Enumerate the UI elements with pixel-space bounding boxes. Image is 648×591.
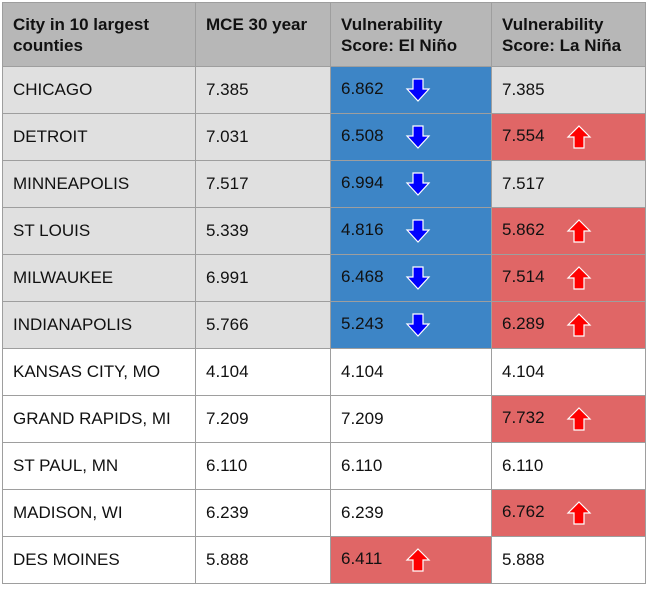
city-cell: DETROIT (2, 113, 196, 161)
el-nino-value: 6.239 (341, 503, 384, 522)
el-nino-value: 6.468 (341, 267, 384, 287)
arrow-down-icon (405, 78, 431, 102)
la-nina-cell: 6.289 (491, 301, 646, 349)
el-nino-cell: 6.994 (330, 160, 492, 208)
la-nina-cell: 4.104 (491, 348, 646, 396)
header-row: City in 10 largest counties MCE 30 year … (2, 2, 646, 67)
la-nina-cell: 7.514 (491, 254, 646, 302)
el-nino-value: 7.209 (341, 409, 384, 428)
la-nina-value: 7.517 (502, 174, 545, 193)
mce-cell: 7.209 (195, 395, 331, 443)
arrow-down-icon (405, 219, 431, 243)
la-nina-cell: 6.762 (491, 489, 646, 537)
el-nino-cell: 6.411 (330, 536, 492, 584)
la-nina-value: 5.888 (502, 550, 545, 569)
la-nina-cell: 7.732 (491, 395, 646, 443)
arrow-down-icon (405, 266, 431, 290)
el-nino-value: 5.243 (341, 314, 384, 334)
table-row: DES MOINES 5.888 6.411 5.888 (2, 536, 646, 584)
el-nino-cell: 4.816 (330, 207, 492, 255)
el-nino-cell: 6.508 (330, 113, 492, 161)
mce-cell: 7.031 (195, 113, 331, 161)
mce-cell: 5.339 (195, 207, 331, 255)
el-nino-value: 6.508 (341, 126, 384, 146)
table-row: KANSAS CITY, MO 4.104 4.104 4.104 (2, 348, 646, 396)
header-la-nina: Vulnerability Score: La Niña (491, 2, 646, 67)
city-cell: MINNEAPOLIS (2, 160, 196, 208)
mce-cell: 5.766 (195, 301, 331, 349)
table-row: ST PAUL, MN 6.110 6.110 6.110 (2, 442, 646, 490)
arrow-up-icon (566, 501, 592, 525)
arrow-up-icon (566, 407, 592, 431)
header-mce: MCE 30 year (195, 2, 331, 67)
table-row: DETROIT 7.031 6.508 7.554 (2, 113, 646, 161)
header-city: City in 10 largest counties (2, 2, 196, 67)
la-nina-value: 5.862 (502, 220, 545, 240)
la-nina-cell: 7.554 (491, 113, 646, 161)
mce-cell: 6.110 (195, 442, 331, 490)
el-nino-cell: 6.110 (330, 442, 492, 490)
el-nino-cell: 6.862 (330, 66, 492, 114)
la-nina-value: 7.514 (502, 267, 545, 287)
el-nino-value: 4.104 (341, 362, 384, 381)
la-nina-value: 4.104 (502, 362, 545, 381)
la-nina-value: 7.554 (502, 126, 545, 146)
vulnerability-table: City in 10 largest counties MCE 30 year … (2, 2, 646, 584)
arrow-up-icon (566, 313, 592, 337)
el-nino-value: 4.816 (341, 220, 384, 240)
city-cell: ST PAUL, MN (2, 442, 196, 490)
el-nino-value: 6.862 (341, 79, 384, 99)
mce-cell: 6.239 (195, 489, 331, 537)
city-cell: GRAND RAPIDS, MI (2, 395, 196, 443)
header-el-nino: Vulnerability Score: El Niño (330, 2, 492, 67)
table-row: MILWAUKEE 6.991 6.468 7.514 (2, 254, 646, 302)
mce-cell: 7.385 (195, 66, 331, 114)
la-nina-cell: 6.110 (491, 442, 646, 490)
el-nino-value: 6.110 (341, 456, 383, 475)
arrow-up-icon (566, 219, 592, 243)
table-row: GRAND RAPIDS, MI 7.209 7.209 7.732 (2, 395, 646, 443)
city-cell: INDIANAPOLIS (2, 301, 196, 349)
arrow-up-icon (566, 125, 592, 149)
el-nino-cell: 6.239 (330, 489, 492, 537)
table-body: CHICAGO 7.385 6.862 7.385 DETROIT 7.031 6.508 7… (2, 66, 646, 584)
arrow-down-icon (405, 313, 431, 337)
city-cell: DES MOINES (2, 536, 196, 584)
la-nina-cell: 5.862 (491, 207, 646, 255)
mce-cell: 6.991 (195, 254, 331, 302)
city-cell: KANSAS CITY, MO (2, 348, 196, 396)
la-nina-value: 7.732 (502, 408, 545, 428)
mce-cell: 5.888 (195, 536, 331, 584)
table-row: CHICAGO 7.385 6.862 7.385 (2, 66, 646, 114)
arrow-up-icon (566, 266, 592, 290)
mce-cell: 7.517 (195, 160, 331, 208)
el-nino-cell: 4.104 (330, 348, 492, 396)
el-nino-cell: 6.468 (330, 254, 492, 302)
table-row: ST LOUIS 5.339 4.816 5.862 (2, 207, 646, 255)
el-nino-cell: 7.209 (330, 395, 492, 443)
la-nina-value: 6.110 (502, 456, 544, 475)
table-row: MADISON, WI 6.239 6.239 6.762 (2, 489, 646, 537)
arrow-down-icon (405, 172, 431, 196)
la-nina-cell: 7.385 (491, 66, 646, 114)
city-cell: CHICAGO (2, 66, 196, 114)
la-nina-value: 6.762 (502, 502, 545, 522)
el-nino-cell: 5.243 (330, 301, 492, 349)
arrow-down-icon (405, 125, 431, 149)
city-cell: MILWAUKEE (2, 254, 196, 302)
table-row: INDIANAPOLIS 5.766 5.243 6.289 (2, 301, 646, 349)
arrow-up-icon (405, 548, 431, 572)
el-nino-value: 6.411 (341, 549, 383, 569)
mce-cell: 4.104 (195, 348, 331, 396)
la-nina-value: 7.385 (502, 80, 545, 99)
city-cell: ST LOUIS (2, 207, 196, 255)
city-cell: MADISON, WI (2, 489, 196, 537)
la-nina-cell: 5.888 (491, 536, 646, 584)
table-row: MINNEAPOLIS 7.517 6.994 7.517 (2, 160, 646, 208)
la-nina-value: 6.289 (502, 314, 545, 334)
el-nino-value: 6.994 (341, 173, 384, 193)
la-nina-cell: 7.517 (491, 160, 646, 208)
